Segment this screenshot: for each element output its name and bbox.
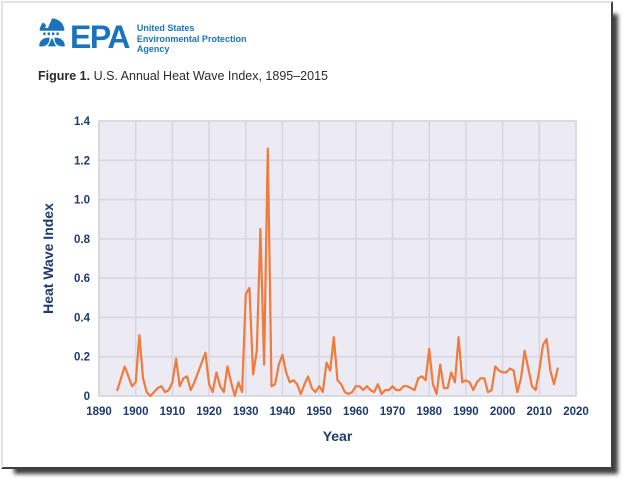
x-tick-label: 2000 xyxy=(490,406,516,418)
figure-caption: Figure 1. U.S. Annual Heat Wave Index, 1… xyxy=(38,69,328,83)
y-axis-title: Heat Wave Index xyxy=(40,203,56,314)
y-tick-label: 0.2 xyxy=(74,352,90,364)
x-tick-label: 1960 xyxy=(343,406,369,418)
x-tick-label: 1890 xyxy=(86,406,112,418)
x-tick-label: 1950 xyxy=(306,406,332,418)
figure-title-text: U.S. Annual Heat Wave Index, 1895–2015 xyxy=(90,69,328,83)
heat-wave-line xyxy=(116,147,559,398)
y-tick-label: 0.6 xyxy=(74,273,90,285)
agency-line-1: United States xyxy=(136,23,195,33)
plot-background xyxy=(99,121,576,396)
y-tick-label: 0.4 xyxy=(74,312,91,324)
agency-line-3: Agency xyxy=(136,44,170,54)
x-tick-label: 1970 xyxy=(380,406,406,418)
y-tick-label: 0 xyxy=(84,391,90,403)
x-tick-labels: 1890 1900 1910 1920 1930 1940 1950 1960 1970 1980… xyxy=(86,406,589,418)
x-tick-label: 1900 xyxy=(123,406,149,418)
y-tick-labels: 0 0.2 0.4 0.6 0.8 1.0 1.2 1.4 xyxy=(74,116,91,403)
x-tick-label: 1930 xyxy=(233,406,259,418)
epa-wordmark: EPA xyxy=(70,19,130,55)
epa-logo: EPA United States Environmental Protecti… xyxy=(36,16,246,56)
x-tick-label: 2010 xyxy=(527,406,553,418)
x-tick-label: 1980 xyxy=(416,406,442,418)
agency-line-2: Environmental Protection xyxy=(136,33,247,44)
heat-wave-index-chart: 1890 1900 1910 1920 1930 1940 1950 1960 1970 1980… xyxy=(23,98,603,448)
screenshot-frame: EPA United States Environmental Protecti… xyxy=(1,1,613,469)
x-tick-label: 2020 xyxy=(563,406,589,418)
epa-flower-icon xyxy=(39,18,65,47)
x-tick-label: 1920 xyxy=(196,406,222,418)
x-axis-title: Year xyxy=(323,428,353,444)
chart-canvas: 1890 1900 1910 1920 1930 1940 1950 1960 1970 1980… xyxy=(40,116,589,444)
figure-number: Figure 1. xyxy=(38,69,91,83)
y-tick-label: 1.4 xyxy=(74,116,91,128)
plot-border xyxy=(98,120,577,397)
x-tick-label: 1990 xyxy=(453,406,479,418)
agency-name: United States Environmental Protection A… xyxy=(137,23,247,55)
x-tick-label: 1940 xyxy=(270,406,296,418)
y-tick-label: 0.8 xyxy=(74,234,91,246)
x-tick-label: 1910 xyxy=(160,406,186,418)
y-tick-label: 1.0 xyxy=(74,195,90,207)
y-tick-label: 1.2 xyxy=(74,155,90,167)
